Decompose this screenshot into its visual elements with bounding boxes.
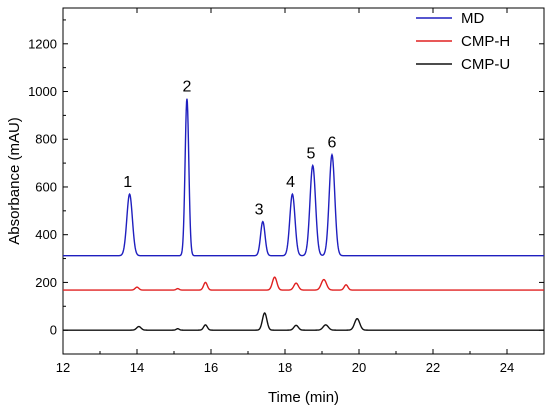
x-tick-label: 12 — [56, 360, 70, 375]
series-line-cmp-h — [63, 276, 544, 291]
series-line-cmp-u — [63, 312, 544, 331]
x-tick-label: 24 — [500, 360, 514, 375]
y-tick-label: 800 — [35, 132, 57, 147]
x-tick-label: 20 — [352, 360, 366, 375]
y-axis-label: Absorbance (mAU) — [6, 117, 23, 245]
y-tick-label: 400 — [35, 227, 57, 242]
legend-label: CMP-H — [461, 33, 510, 50]
legend: MD CMP-H CMP-U — [416, 10, 510, 73]
series-curves — [63, 98, 544, 331]
series-line-md — [63, 98, 544, 257]
peak-label-4: 4 — [286, 174, 295, 191]
y-tick-label: 1000 — [28, 84, 57, 99]
y-tick-label: 1200 — [28, 36, 57, 51]
peak-annotations: 1 2 3 456 — [123, 79, 336, 219]
y-tick-label: 0 — [50, 323, 57, 338]
peak-label-5: 5 — [306, 145, 315, 162]
y-tick-label: 200 — [35, 275, 57, 290]
plot-frame — [62, 7, 545, 355]
y-tick-label: 600 — [35, 179, 57, 194]
peak-label-3: 3 — [255, 201, 264, 218]
legend-label: MD — [461, 10, 484, 27]
x-axis-label: Time (min) — [268, 389, 339, 406]
x-tick-label: 16 — [204, 360, 218, 375]
legend-label: CMP-U — [461, 56, 510, 73]
x-tick-label: 14 — [130, 360, 144, 375]
peak-label-1: 1 — [123, 174, 132, 191]
y-axis-ticks: 0 200 400 600 800 1000 1200 — [28, 19, 544, 338]
x-tick-label: 18 — [278, 360, 292, 375]
x-tick-label: 22 — [426, 360, 440, 375]
peak-label-2: 2 — [182, 79, 191, 96]
peak-label-6: 6 — [328, 135, 337, 152]
x-axis-ticks: 12 14 16 18 20 22 24 — [56, 8, 514, 375]
